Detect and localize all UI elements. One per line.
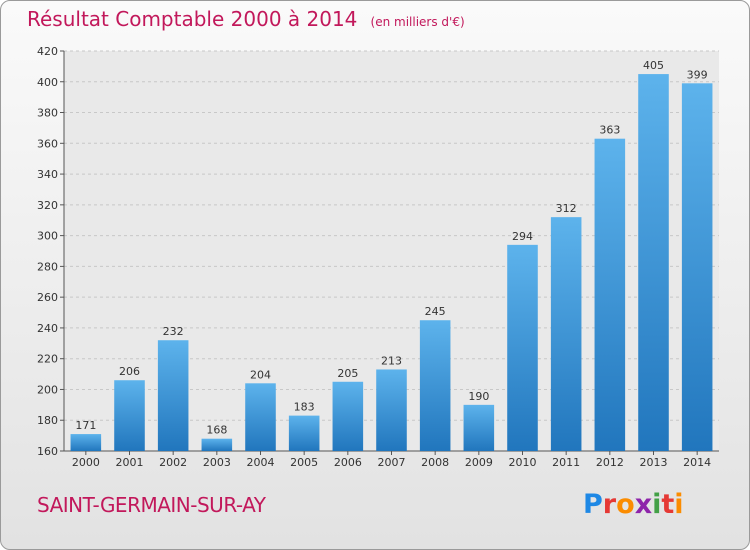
bar-value-label: 206 xyxy=(119,365,140,378)
bar-value-label: 405 xyxy=(643,59,664,72)
y-tick-label: 260 xyxy=(37,291,58,304)
bar xyxy=(594,138,626,451)
bar xyxy=(376,369,407,451)
y-tick-label: 340 xyxy=(37,168,58,181)
bar-value-label: 363 xyxy=(599,124,620,137)
proxiti-logo: Proxiti xyxy=(583,489,684,520)
title-row: Résultat Comptable 2000 à 2014 (en milli… xyxy=(27,7,465,31)
bar-value-label: 312 xyxy=(556,202,577,215)
bar-value-label: 232 xyxy=(163,325,184,338)
bar-value-label: 399 xyxy=(687,68,708,81)
chart-subtitle: (en milliers d'€) xyxy=(370,15,465,29)
x-tick-label: 2011 xyxy=(552,456,580,469)
bar-value-label: 213 xyxy=(381,354,402,367)
bar xyxy=(681,83,713,452)
bar xyxy=(332,381,364,451)
y-tick-label: 240 xyxy=(37,322,58,335)
y-tick-label: 180 xyxy=(37,414,58,427)
x-tick-label: 2004 xyxy=(247,456,275,469)
y-tick-label: 400 xyxy=(37,76,58,89)
chart-title: Résultat Comptable 2000 à 2014 xyxy=(27,7,358,31)
x-tick-label: 2010 xyxy=(509,456,537,469)
x-tick-label: 2008 xyxy=(421,456,449,469)
bar xyxy=(201,438,233,451)
y-tick-label: 200 xyxy=(37,383,58,396)
bar xyxy=(419,320,451,451)
y-tick-label: 420 xyxy=(37,45,58,58)
bar-value-label: 205 xyxy=(337,367,358,380)
y-tick-label: 380 xyxy=(37,107,58,120)
y-tick-label: 220 xyxy=(37,353,58,366)
y-tick-label: 280 xyxy=(37,260,58,273)
bar xyxy=(507,244,538,451)
x-tick-label: 2014 xyxy=(683,456,711,469)
x-tick-label: 2012 xyxy=(596,456,624,469)
x-tick-label: 2009 xyxy=(465,456,493,469)
bar-value-label: 245 xyxy=(425,305,446,318)
bar xyxy=(70,434,102,451)
bar xyxy=(245,383,276,451)
bar-value-label: 183 xyxy=(294,401,315,414)
x-tick-label: 2005 xyxy=(290,456,318,469)
bar xyxy=(550,217,582,451)
bar-value-label: 171 xyxy=(75,419,96,432)
x-tick-label: 2007 xyxy=(378,456,406,469)
bar xyxy=(288,415,320,451)
x-tick-label: 2001 xyxy=(116,456,144,469)
x-tick-label: 2000 xyxy=(72,456,100,469)
bar xyxy=(157,340,189,451)
y-tick-label: 360 xyxy=(37,137,58,150)
bar-value-label: 294 xyxy=(512,230,533,243)
bar-value-label: 190 xyxy=(468,390,489,403)
y-tick-label: 160 xyxy=(37,445,58,458)
x-tick-label: 2002 xyxy=(159,456,187,469)
bar xyxy=(638,74,669,452)
bar-value-label: 168 xyxy=(206,424,227,437)
x-tick-label: 2003 xyxy=(203,456,231,469)
bar xyxy=(114,380,145,451)
y-tick-label: 320 xyxy=(37,199,58,212)
bar xyxy=(463,404,495,451)
commune-name: SAINT-GERMAIN-SUR-AY xyxy=(37,493,266,517)
y-tick-label: 300 xyxy=(37,230,58,243)
bar-value-label: 204 xyxy=(250,368,271,381)
x-tick-label: 2013 xyxy=(640,456,668,469)
x-tick-label: 2006 xyxy=(334,456,362,469)
